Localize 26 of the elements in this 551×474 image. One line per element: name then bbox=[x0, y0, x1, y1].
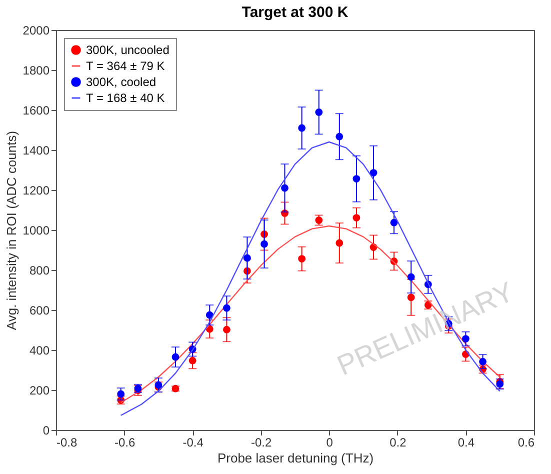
y-tick-label: 0 bbox=[42, 424, 50, 438]
x-tick-label: -0.8 bbox=[56, 436, 78, 450]
x-tick-label: -0.6 bbox=[114, 436, 136, 450]
legend-label: T = 364 ± 79 K bbox=[86, 59, 165, 73]
y-tick-label: 1600 bbox=[22, 104, 50, 118]
y-tick-label: 2000 bbox=[22, 24, 50, 38]
y-tick-label: 200 bbox=[29, 384, 50, 398]
legend-label: 300K, cooled bbox=[86, 75, 156, 89]
y-tick-label: 400 bbox=[29, 344, 50, 358]
chart-title: Target at 300 K bbox=[242, 4, 348, 21]
x-tick-label: -0.4 bbox=[182, 436, 204, 450]
x-tick-label: 0.6 bbox=[518, 436, 535, 450]
y-tick-label: 1000 bbox=[22, 224, 50, 238]
x-tick-label: -0.2 bbox=[251, 436, 272, 450]
x-tick-label: 0.2 bbox=[390, 436, 407, 450]
y-tick-label: 1800 bbox=[22, 64, 50, 78]
y-tick-label: 600 bbox=[29, 304, 50, 318]
x-axis-title: Probe laser detuning (THz) bbox=[217, 450, 374, 466]
x-tick-label: 0.4 bbox=[458, 436, 475, 450]
legend-label: T = 168 ± 40 K bbox=[86, 91, 165, 105]
y-tick-label: 1200 bbox=[22, 184, 50, 198]
x-tick-label: 0 bbox=[326, 436, 334, 450]
y-tick-label: 800 bbox=[29, 264, 50, 278]
y-axis-title: Avg. intensity in ROI (ADC counts) bbox=[4, 130, 19, 330]
y-tick-label: 1400 bbox=[22, 144, 50, 158]
legend-label: 300K, uncooled bbox=[86, 43, 170, 57]
